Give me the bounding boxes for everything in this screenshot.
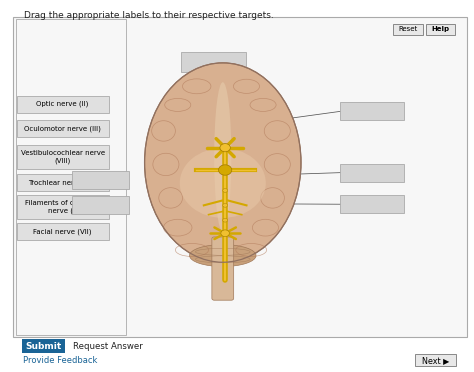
Text: Filaments of olfactory
nerve (I): Filaments of olfactory nerve (I) <box>25 200 100 214</box>
Text: Oculomotor nerve (III): Oculomotor nerve (III) <box>24 125 101 132</box>
FancyBboxPatch shape <box>17 145 109 169</box>
FancyBboxPatch shape <box>72 171 129 189</box>
Ellipse shape <box>221 230 229 237</box>
Text: Drag the appropriate labels to their respective targets.: Drag the appropriate labels to their res… <box>24 11 273 20</box>
FancyBboxPatch shape <box>17 96 109 113</box>
FancyBboxPatch shape <box>16 19 126 335</box>
Ellipse shape <box>223 203 228 207</box>
Ellipse shape <box>145 63 301 262</box>
Ellipse shape <box>180 148 266 218</box>
FancyBboxPatch shape <box>22 339 65 353</box>
Ellipse shape <box>220 144 230 152</box>
FancyBboxPatch shape <box>72 196 129 214</box>
Ellipse shape <box>214 82 231 232</box>
Ellipse shape <box>223 189 228 192</box>
Ellipse shape <box>219 165 232 175</box>
FancyBboxPatch shape <box>340 102 404 120</box>
Text: Request Answer: Request Answer <box>73 342 143 351</box>
Ellipse shape <box>223 218 228 222</box>
Text: Help: Help <box>431 26 449 32</box>
Text: Reset: Reset <box>399 26 418 32</box>
FancyBboxPatch shape <box>212 237 234 300</box>
Text: Facial nerve (VII): Facial nerve (VII) <box>33 228 92 235</box>
FancyBboxPatch shape <box>426 24 455 35</box>
FancyBboxPatch shape <box>181 52 246 72</box>
FancyBboxPatch shape <box>340 195 404 213</box>
FancyBboxPatch shape <box>17 223 109 240</box>
Text: Optic nerve (II): Optic nerve (II) <box>36 101 89 108</box>
FancyBboxPatch shape <box>17 195 109 219</box>
Text: Next ▶: Next ▶ <box>422 356 449 365</box>
FancyBboxPatch shape <box>393 24 423 35</box>
FancyBboxPatch shape <box>17 174 109 191</box>
Text: Trochlear nerve (IV): Trochlear nerve (IV) <box>28 179 97 186</box>
Text: Submit: Submit <box>26 342 62 351</box>
FancyBboxPatch shape <box>415 354 456 366</box>
Text: Vestibulocochlear nerve
(VIII): Vestibulocochlear nerve (VIII) <box>20 150 105 164</box>
Ellipse shape <box>190 245 256 266</box>
FancyBboxPatch shape <box>13 17 467 337</box>
FancyBboxPatch shape <box>340 164 404 182</box>
FancyBboxPatch shape <box>17 120 109 137</box>
Text: Provide Feedback: Provide Feedback <box>23 356 97 365</box>
